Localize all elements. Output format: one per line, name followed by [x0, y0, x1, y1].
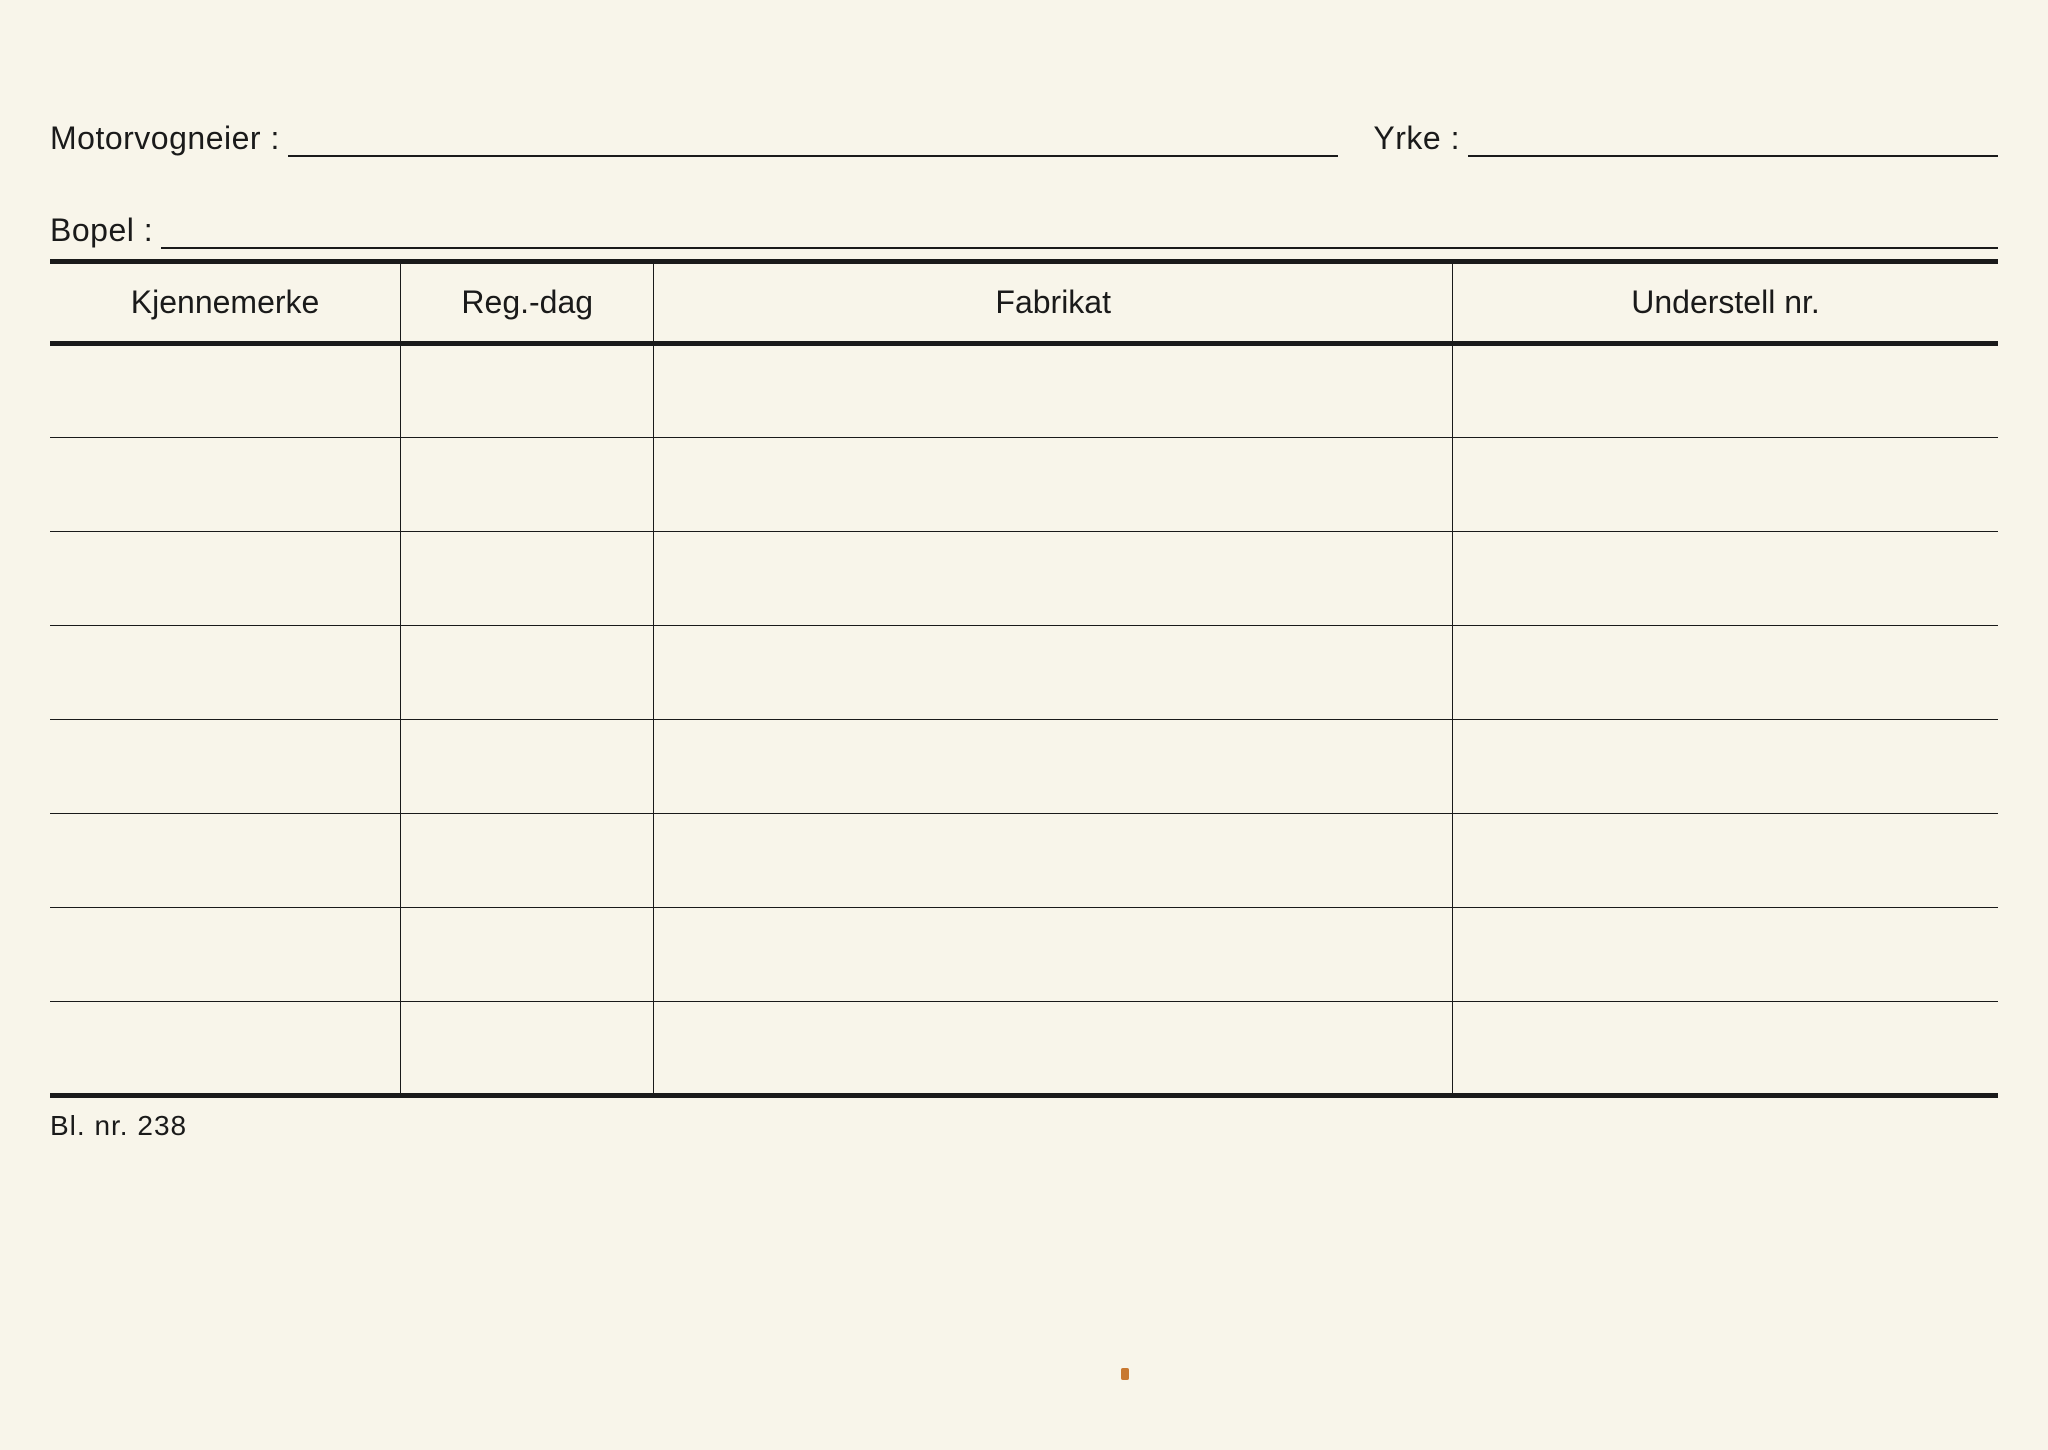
motorvogneier-input-line[interactable] [288, 155, 1339, 157]
cell-understell[interactable] [1453, 344, 1998, 438]
field-row-top: Motorvogneier : Yrke : [50, 40, 1998, 157]
cell-fabrikat[interactable] [654, 532, 1453, 626]
table-row[interactable] [50, 438, 1998, 532]
cell-understell[interactable] [1453, 626, 1998, 720]
table-row[interactable] [50, 344, 1998, 438]
vehicle-table-wrapper: Kjennemerke Reg.-dag Fabrikat Understell… [50, 259, 1998, 1098]
cell-kjennemerke[interactable] [50, 720, 401, 814]
form-number: Bl. nr. 238 [50, 1110, 1998, 1142]
yrke-input-line[interactable] [1468, 155, 1998, 157]
bopel-input-line[interactable] [161, 247, 1998, 249]
cell-fabrikat[interactable] [654, 814, 1453, 908]
cell-fabrikat[interactable] [654, 908, 1453, 1002]
table-row[interactable] [50, 532, 1998, 626]
table-header-row: Kjennemerke Reg.-dag Fabrikat Understell… [50, 262, 1998, 344]
table-row[interactable] [50, 908, 1998, 1002]
motorvogneier-field-group: Motorvogneier : [50, 120, 280, 157]
cell-regdag[interactable] [401, 532, 654, 626]
cell-understell[interactable] [1453, 438, 1998, 532]
yrke-field-group: Yrke : [1373, 120, 1460, 157]
yrke-label: Yrke : [1373, 120, 1460, 157]
vehicle-table: Kjennemerke Reg.-dag Fabrikat Understell… [50, 259, 1998, 1098]
cell-understell[interactable] [1453, 532, 1998, 626]
cell-fabrikat[interactable] [654, 438, 1453, 532]
table-row[interactable] [50, 1002, 1998, 1096]
table-row[interactable] [50, 720, 1998, 814]
cell-regdag[interactable] [401, 344, 654, 438]
cell-kjennemerke[interactable] [50, 626, 401, 720]
cell-understell[interactable] [1453, 720, 1998, 814]
bopel-label: Bopel : [50, 212, 153, 249]
cell-regdag[interactable] [401, 1002, 654, 1096]
cell-regdag[interactable] [401, 626, 654, 720]
motorvogneier-label: Motorvogneier : [50, 120, 280, 157]
cell-kjennemerke[interactable] [50, 908, 401, 1002]
cell-regdag[interactable] [401, 908, 654, 1002]
cell-understell[interactable] [1453, 908, 1998, 1002]
bopel-field-group: Bopel : [50, 212, 153, 249]
field-row-bopel: Bopel : [50, 212, 1998, 249]
cell-fabrikat[interactable] [654, 1002, 1453, 1096]
col-header-kjennemerke: Kjennemerke [50, 262, 401, 344]
cell-kjennemerke[interactable] [50, 344, 401, 438]
cell-kjennemerke[interactable] [50, 438, 401, 532]
cell-kjennemerke[interactable] [50, 1002, 401, 1096]
cell-regdag[interactable] [401, 720, 654, 814]
decorative-dot [1121, 1368, 1129, 1380]
cell-regdag[interactable] [401, 438, 654, 532]
table-row[interactable] [50, 626, 1998, 720]
cell-fabrikat[interactable] [654, 720, 1453, 814]
table-row[interactable] [50, 814, 1998, 908]
col-header-regdag: Reg.-dag [401, 262, 654, 344]
cell-understell[interactable] [1453, 1002, 1998, 1096]
table-body [50, 344, 1998, 1096]
cell-fabrikat[interactable] [654, 344, 1453, 438]
col-header-fabrikat: Fabrikat [654, 262, 1453, 344]
cell-kjennemerke[interactable] [50, 532, 401, 626]
cell-kjennemerke[interactable] [50, 814, 401, 908]
registration-form: Motorvogneier : Yrke : Bopel : Kjennemer… [50, 40, 1998, 1420]
cell-fabrikat[interactable] [654, 626, 1453, 720]
cell-regdag[interactable] [401, 814, 654, 908]
col-header-understell: Understell nr. [1453, 262, 1998, 344]
cell-understell[interactable] [1453, 814, 1998, 908]
